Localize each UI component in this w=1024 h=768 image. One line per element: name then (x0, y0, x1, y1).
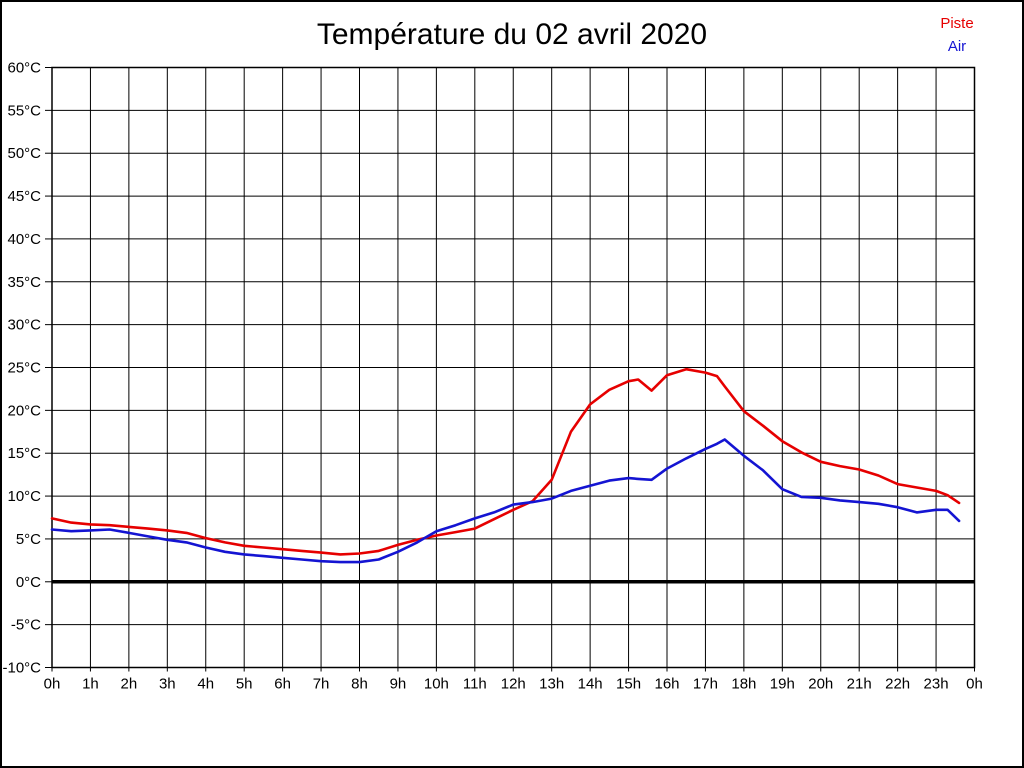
y-tick-label: 35°C (7, 274, 41, 291)
x-tick-label: 13h (539, 676, 564, 693)
x-tick-label: 15h (616, 676, 641, 693)
y-tick-label: 60°C (7, 60, 41, 77)
x-tick-label: 5h (236, 676, 253, 693)
y-tick-label: 25°C (7, 360, 41, 377)
y-tick-label: 30°C (7, 317, 41, 334)
y-tick-label: 55°C (7, 102, 41, 119)
legend-item-piste: Piste (940, 15, 974, 32)
legend-item-air: Air (947, 38, 967, 55)
y-tick-label: 5°C (16, 531, 41, 548)
x-tick-label: 14h (578, 676, 603, 693)
chart-title: Température du 02 avril 2020 (316, 18, 708, 51)
plot-border (51, 66, 976, 669)
x-tick-label: 17h (693, 676, 718, 693)
y-tick-label: 50°C (7, 145, 41, 162)
series-line-piste (50, 367, 961, 556)
y-tick-label: 40°C (7, 231, 41, 248)
x-tick-label: 3h (159, 676, 176, 693)
x-tick-label: 8h (351, 676, 368, 693)
x-tick-label: 21h (847, 676, 872, 693)
x-tick-label: 0h (44, 676, 61, 693)
x-tick-label: 9h (390, 676, 407, 693)
y-tick-label: 15°C (7, 445, 41, 462)
x-tick-label: 0h (966, 676, 983, 693)
y-tick-label: 10°C (7, 488, 41, 505)
x-tick-label: 19h (770, 676, 795, 693)
x-tick-label: 6h (274, 676, 291, 693)
x-tick-label: 12h (501, 676, 526, 693)
x-tick-label: 1h (82, 676, 99, 693)
x-tick-label: 16h (654, 676, 679, 693)
x-tick-label: 10h (424, 676, 449, 693)
x-tick-label: 2h (121, 676, 138, 693)
x-tick-label: 20h (808, 676, 833, 693)
x-tick-label: 11h (463, 676, 487, 693)
x-tick-label: 7h (313, 676, 330, 693)
y-tick-label: 45°C (7, 188, 41, 205)
legend: Piste Air (925, 12, 989, 58)
x-tick-label: 22h (885, 676, 910, 693)
x-tick-label: 4h (197, 676, 214, 693)
y-tick-label: 0°C (16, 574, 41, 591)
y-tick-label: -5°C (11, 617, 41, 634)
x-tick-label: 18h (731, 676, 756, 693)
x-tick-label: 23h (924, 676, 949, 693)
y-tick-label: 20°C (7, 402, 41, 419)
y-tick-label: -10°C (2, 660, 41, 677)
series-line-air (50, 438, 961, 564)
